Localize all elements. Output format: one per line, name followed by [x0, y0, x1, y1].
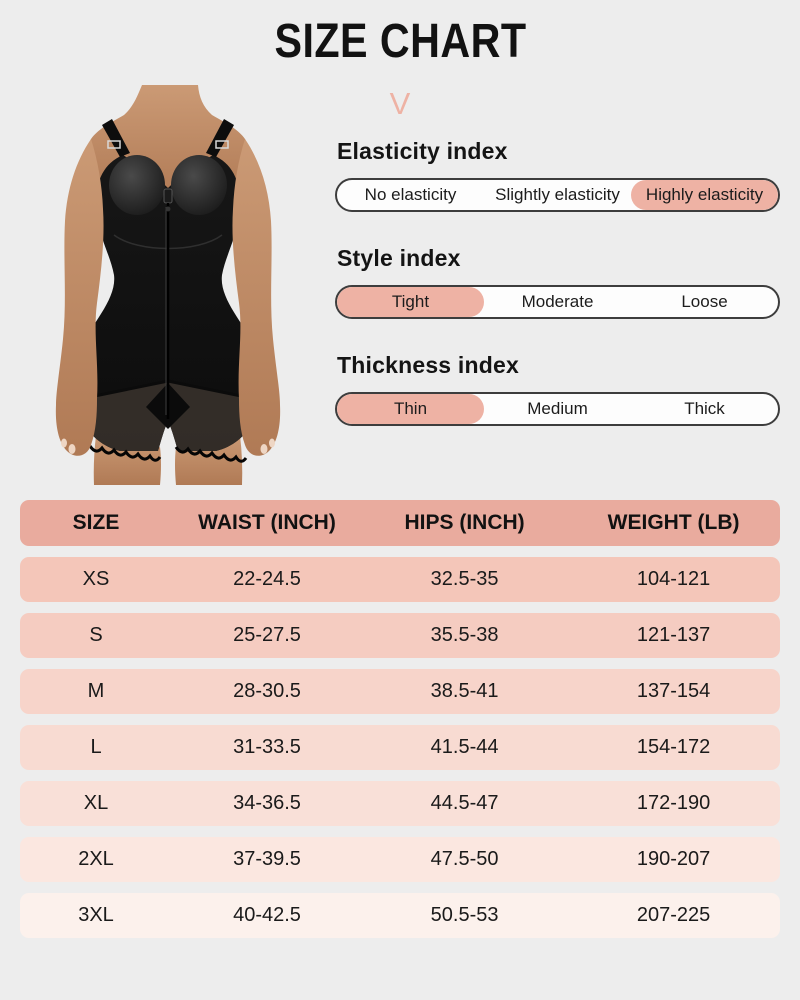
index-panel: Elasticity index No elasticity Slightly … — [335, 138, 780, 426]
style-scale-bar: Tight Moderate Loose — [335, 285, 780, 319]
style-option-moderate: Moderate — [521, 292, 594, 311]
elasticity-index-section: Elasticity index No elasticity Slightly … — [335, 138, 780, 212]
cell-size: XL — [83, 792, 109, 814]
cell-hips: 47.5-50 — [430, 848, 499, 870]
thickness-option-thin: Thin — [337, 394, 484, 424]
table-header-row: SIZE WAIST (INCH) HIPS (INCH) WEIGHT (LB… — [20, 500, 780, 546]
cell-hips: 50.5-53 — [430, 904, 499, 926]
cell-waist: 28-30.5 — [233, 680, 301, 702]
column-header-waist: WAIST (INCH) — [198, 511, 336, 534]
size-table: SIZE WAIST (INCH) HIPS (INCH) WEIGHT (LB… — [20, 500, 780, 938]
cell-hips: 35.5-38 — [430, 624, 499, 646]
cell-size: M — [87, 680, 105, 702]
style-index-title: Style index — [337, 245, 461, 271]
cell-waist: 34-36.5 — [233, 792, 301, 814]
column-header-size: SIZE — [72, 511, 120, 534]
cell-waist: 22-24.5 — [233, 568, 301, 590]
cell-size: L — [90, 736, 102, 758]
table-row: 2XL 37-39.5 47.5-50 190-207 — [20, 837, 780, 882]
cell-size: XS — [82, 568, 110, 590]
table-row: XL 34-36.5 44.5-47 172-190 — [20, 781, 780, 826]
page-title: SIZE CHART — [0, 14, 800, 69]
cell-weight: 154-172 — [636, 736, 711, 758]
cell-size: 2XL — [78, 848, 114, 870]
table-row: S 25-27.5 35.5-38 121-137 — [20, 613, 780, 658]
cell-weight: 121-137 — [636, 624, 711, 646]
style-index-section: Style index Tight Moderate Loose — [335, 245, 780, 319]
elasticity-scale-bar: No elasticity Slightly elasticity Highly… — [335, 178, 780, 212]
accent-v-glyph: V — [389, 86, 411, 121]
thickness-index-title: Thickness index — [337, 352, 519, 378]
cell-waist: 25-27.5 — [233, 624, 301, 646]
elasticity-index-title: Elasticity index — [337, 138, 508, 164]
cell-weight: 104-121 — [636, 568, 711, 590]
table-row: XS 22-24.5 32.5-35 104-121 — [20, 557, 780, 602]
thickness-option-thick: Thick — [684, 399, 725, 418]
thickness-scale-bar: Thin Medium Thick — [335, 392, 780, 426]
column-header-hips: HIPS (INCH) — [404, 511, 525, 534]
style-option-loose: Loose — [681, 292, 728, 311]
thickness-index-section: Thickness index Thin Medium Thick — [335, 352, 780, 426]
cell-hips: 41.5-44 — [430, 736, 499, 758]
cell-hips: 38.5-41 — [430, 680, 499, 702]
table-row: 3XL 40-42.5 50.5-53 207-225 — [20, 893, 780, 938]
column-header-weight: WEIGHT (LB) — [607, 511, 740, 534]
page-title-text: SIZE CHART — [274, 15, 526, 68]
elasticity-option-slightly: Slightly elasticity — [495, 185, 620, 204]
thickness-option-medium: Medium — [527, 399, 588, 418]
table-row: M 28-30.5 38.5-41 137-154 — [20, 669, 780, 714]
shapewear-model-illustration — [55, 85, 281, 485]
cell-weight: 190-207 — [636, 848, 711, 870]
style-option-tight: Tight — [337, 287, 484, 317]
cell-size: 3XL — [78, 904, 114, 926]
cell-waist: 31-33.5 — [233, 736, 301, 758]
cell-waist: 37-39.5 — [233, 848, 301, 870]
cell-weight: 172-190 — [636, 792, 711, 814]
table-row: L 31-33.5 41.5-44 154-172 — [20, 725, 780, 770]
cell-size: S — [89, 624, 103, 646]
product-photo — [30, 85, 310, 485]
cell-waist: 40-42.5 — [233, 904, 301, 926]
elasticity-option-no: No elasticity — [364, 185, 457, 204]
cell-weight: 137-154 — [636, 680, 711, 702]
cell-hips: 44.5-47 — [430, 792, 499, 814]
elasticity-option-highly: Highly elasticity — [631, 180, 778, 210]
cell-weight: 207-225 — [636, 904, 711, 926]
cell-hips: 32.5-35 — [430, 568, 499, 590]
